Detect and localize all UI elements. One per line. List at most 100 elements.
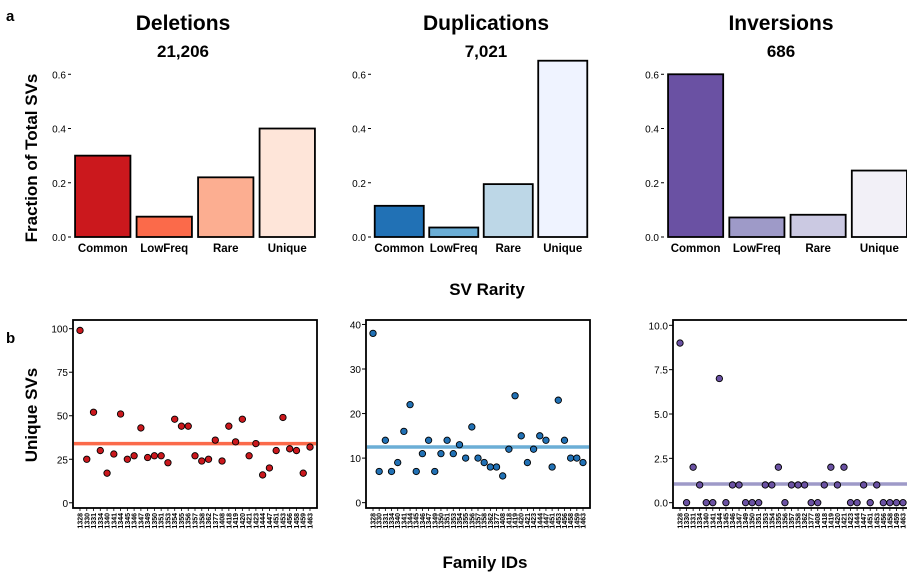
- data-point: [431, 467, 439, 476]
- y-tick-label: 0.0: [352, 233, 366, 244]
- data-point: [265, 464, 274, 472]
- family-id-label: 1418: [226, 513, 233, 529]
- data-point: [492, 463, 501, 471]
- family-id-label: 1354: [457, 513, 464, 529]
- family-id-label: 1344: [118, 513, 125, 529]
- x-tick-label: Common: [671, 243, 721, 255]
- data-point: [418, 449, 427, 458]
- family-id-label: 1354: [769, 513, 776, 529]
- data-point: [787, 481, 796, 489]
- family-id-label: 1350: [152, 513, 159, 529]
- family-id-label: 1334: [389, 513, 396, 529]
- data-point: [833, 481, 842, 489]
- chart-title-1: Duplications: [423, 12, 549, 35]
- data-point: [774, 463, 783, 471]
- chart-title-0: Deletions: [136, 12, 231, 35]
- y-tick-label: 7.5: [654, 366, 668, 377]
- family-id-label: 1418: [506, 513, 513, 529]
- family-id-label: 1357: [476, 513, 483, 529]
- x-tick-label: Rare: [805, 243, 831, 255]
- x-tick-label: LowFreq: [430, 243, 478, 255]
- bar-unique: [850, 169, 907, 238]
- family-id-label: 1362: [488, 513, 495, 529]
- data-point: [899, 499, 907, 507]
- y-tick-label: 30: [350, 365, 362, 376]
- data-point: [400, 427, 408, 436]
- y-tick-label: 100: [51, 325, 68, 336]
- family-id-label: 1353: [165, 513, 172, 529]
- data-point: [486, 463, 495, 471]
- data-point: [548, 463, 556, 471]
- data-point: [579, 458, 587, 467]
- panel-a-label: a: [6, 8, 15, 25]
- family-id-label: 1419: [513, 513, 520, 529]
- data-point: [523, 458, 532, 467]
- data-point: [96, 446, 104, 455]
- y-tick-label: 40: [350, 320, 362, 331]
- data-point: [76, 326, 84, 335]
- family-id-label: 1458: [887, 513, 894, 529]
- family-id-label: 1458: [294, 513, 301, 529]
- data-point: [218, 457, 226, 465]
- x-tick-label: Unique: [860, 243, 899, 255]
- family-id-label: 1355: [179, 513, 186, 529]
- family-id-label: 1353: [451, 513, 458, 529]
- family-id-label: 1341: [710, 513, 717, 529]
- y-tick-label: 0.4: [352, 125, 366, 136]
- y-tick-label: 0.2: [352, 179, 366, 190]
- data-point: [755, 499, 763, 507]
- bar-unique: [537, 59, 589, 238]
- data-point: [728, 481, 737, 489]
- data-point: [369, 329, 377, 338]
- plot-frame: [72, 319, 318, 509]
- y-tick-label: 0.0: [52, 233, 66, 244]
- family-id-label: 1330: [377, 513, 384, 529]
- family-id-label: 1331: [691, 513, 698, 529]
- data-point: [735, 481, 743, 489]
- x-tick-label: LowFreq: [733, 243, 781, 255]
- data-point: [279, 413, 287, 422]
- y-tick-label: 50: [57, 412, 69, 423]
- y-tick-label: 0.2: [52, 179, 66, 190]
- data-point: [130, 452, 138, 460]
- data-point: [455, 441, 464, 449]
- data-point: [761, 481, 769, 489]
- data-point: [272, 446, 280, 455]
- family-id-label: 1362: [206, 513, 213, 529]
- y-tick-label: 2.5: [654, 454, 668, 465]
- data-point: [83, 455, 91, 463]
- data-point: [157, 452, 165, 460]
- family-id-label: 1347: [426, 513, 433, 529]
- data-point: [689, 463, 697, 471]
- data-point: [709, 499, 717, 507]
- family-id-label: 1447: [861, 513, 868, 529]
- data-point: [164, 459, 172, 467]
- data-point: [231, 438, 240, 446]
- family-id-label: 1456: [562, 513, 569, 529]
- family-id-label: 1377: [809, 513, 816, 529]
- data-point: [536, 432, 544, 440]
- data-point: [827, 463, 835, 471]
- data-point: [211, 436, 219, 444]
- data-point: [820, 481, 828, 489]
- y-tick-label: 0.4: [645, 125, 659, 136]
- y-tick-label: 0.2: [645, 179, 659, 190]
- y-tick-label: 5.0: [654, 410, 668, 421]
- data-point: [306, 443, 314, 451]
- data-point: [198, 457, 206, 465]
- a-y-axis-label: Fraction of Total SVs: [22, 74, 41, 243]
- data-point: [191, 452, 199, 460]
- data-point: [184, 422, 192, 430]
- family-id-label: 1419: [828, 513, 835, 529]
- family-id-label: 1459: [301, 513, 308, 529]
- family-id-label: 1356: [782, 513, 789, 529]
- family-id-label: 1347: [737, 513, 744, 529]
- data-point: [840, 463, 848, 471]
- data-point: [676, 339, 684, 347]
- family-id-label: 1408: [220, 513, 227, 529]
- data-point: [873, 481, 881, 489]
- data-point: [529, 445, 538, 453]
- x-tick-label: Rare: [495, 243, 521, 255]
- data-point: [437, 449, 445, 458]
- data-point: [412, 467, 420, 476]
